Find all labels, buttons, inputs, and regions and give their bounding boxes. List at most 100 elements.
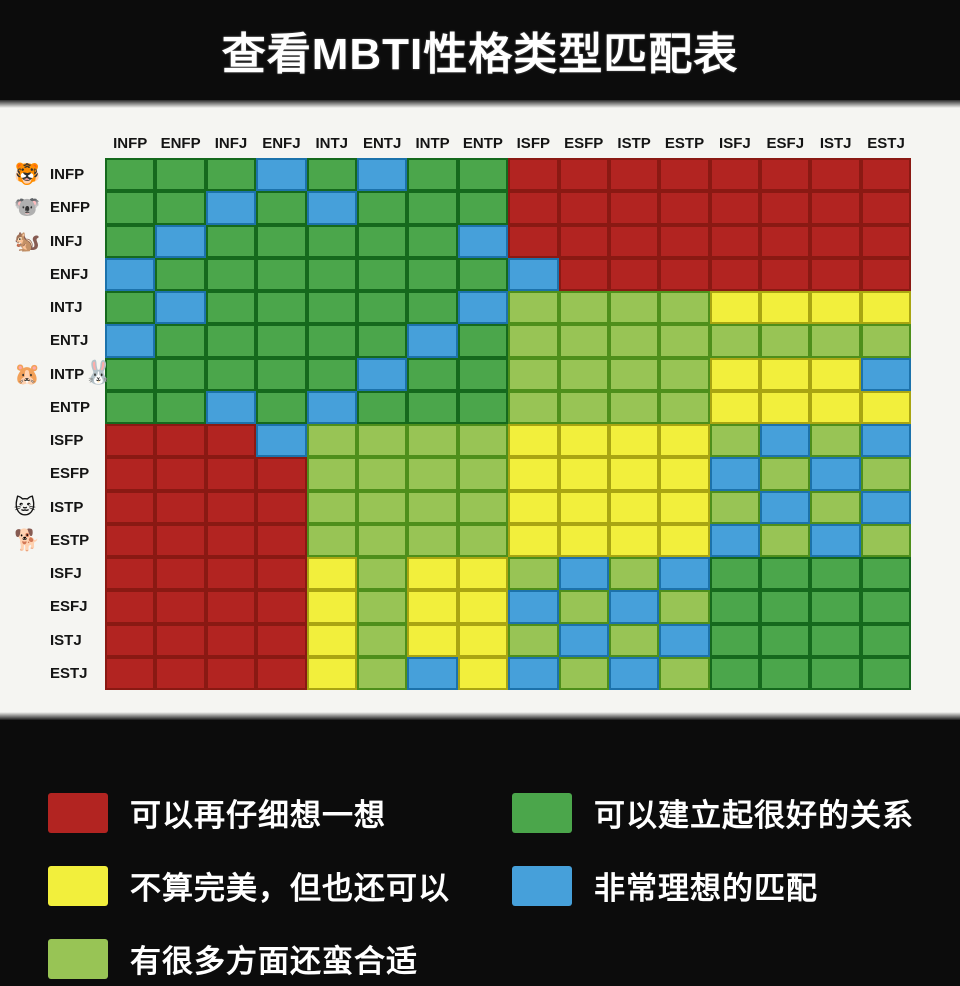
matrix-cell-INFP-INTP bbox=[407, 158, 458, 192]
matrix-cell-ENFP-INFP bbox=[105, 191, 156, 225]
matrix-cell-INTP-INTP bbox=[407, 357, 458, 391]
matrix-cell-ESTP-ISTJ bbox=[810, 523, 861, 557]
matrix-cell-ESFP-INFJ bbox=[205, 457, 257, 491]
matrix-cell-ESFP-ENTP bbox=[457, 457, 509, 491]
row-label-ENFP: 🐨 ENFP bbox=[0, 191, 105, 224]
matrix-cell-ISTP-ENFP bbox=[155, 490, 206, 524]
matrix-cell-ISFP-ENFP bbox=[155, 424, 206, 458]
matrix-cell-ISFJ-ENFJ bbox=[256, 557, 307, 591]
row-emoji-INFP: 🐯 bbox=[14, 163, 41, 187]
matrix-cell-INTJ-INFJ bbox=[205, 291, 257, 325]
row-emoji-ISTP: 🐱 bbox=[14, 495, 36, 519]
matrix-cell-ISFP-ENTJ bbox=[356, 424, 408, 458]
legend-swatch-Y bbox=[48, 865, 108, 906]
matrix-cell-ENFP-ESFJ bbox=[760, 191, 811, 225]
matrix-cell-ISFP-ESFP bbox=[558, 424, 609, 458]
matrix-cell-INTJ-ENFP bbox=[155, 291, 206, 325]
legend-item-R: 可以再仔细想一想 bbox=[48, 790, 512, 835]
matrix-cell-ISFJ-INTP bbox=[407, 557, 458, 591]
matrix-cell-ENTJ-ESTJ bbox=[860, 324, 912, 358]
matrix-cell-ESTJ-ISTJ bbox=[810, 656, 861, 690]
matrix-cell-ISFP-INFJ bbox=[205, 424, 257, 458]
matrix-cell-ENTJ-ISTP bbox=[608, 324, 660, 358]
row-label-ENFJ: ·ENFJ bbox=[0, 258, 105, 291]
matrix-cell-INTJ-INFP bbox=[105, 291, 156, 325]
matrix-cell-ESTJ-ENTP bbox=[457, 656, 509, 690]
matrix-cell-ESTJ-ESFJ bbox=[760, 656, 811, 690]
matrix-cell-ISTP-ESFJ bbox=[760, 490, 811, 524]
row-emoji-INTP: 🐹 bbox=[14, 362, 41, 386]
column-header-ISFP: ISFP bbox=[516, 135, 550, 152]
matrix-cell-INTP-ISFP bbox=[508, 357, 559, 391]
matrix-cell-ESFJ-ENFP bbox=[155, 590, 206, 624]
matrix-cell-ENFP-ESTJ bbox=[860, 191, 912, 225]
matrix-cell-INTP-ISTJ bbox=[810, 357, 861, 391]
matrix-cell-INFJ-INFP bbox=[105, 224, 156, 258]
matrix-cell-ESTJ-ISTP bbox=[608, 656, 660, 690]
matrix-cell-ESTJ-ISFP bbox=[508, 656, 559, 690]
matrix-cell-ISTP-INFP bbox=[105, 490, 156, 524]
matrix-cell-ESFJ-ISFJ bbox=[709, 590, 761, 624]
matrix-cell-ISFJ-ISFJ bbox=[709, 557, 761, 591]
matrix-cell-ESFJ-ENTJ bbox=[356, 590, 408, 624]
matrix-cell-ENFJ-INFP bbox=[105, 257, 156, 291]
row-emoji-INFJ: 🐿️ bbox=[14, 229, 41, 253]
row-label-ENTP: ·ENTP bbox=[0, 391, 105, 424]
matrix-cell-ISTJ-INFP bbox=[105, 623, 156, 657]
matrix-cell-ISFP-ESTP bbox=[659, 424, 710, 458]
legend-swatch-R bbox=[48, 792, 108, 833]
row-label-text: ISTP bbox=[50, 498, 84, 516]
matrix-cell-ISTJ-ENTJ bbox=[356, 623, 408, 657]
matrix-cell-ENFJ-ENTJ bbox=[356, 257, 408, 291]
matrix-cell-ENFJ-ENFP bbox=[155, 257, 206, 291]
matrix-cell-ENTJ-ENTP bbox=[457, 324, 509, 358]
matrix-cell-INFJ-ESTJ bbox=[860, 224, 912, 258]
column-header-ESTP: ESTP bbox=[664, 135, 705, 152]
matrix-cell-INTP-ISFJ bbox=[709, 357, 761, 391]
matrix-cell-ESTP-ENFJ bbox=[256, 523, 307, 557]
matrix-cell-ISTP-INTP bbox=[407, 490, 458, 524]
row-label-text: ISFP bbox=[50, 432, 84, 450]
matrix-cell-ENFJ-ISFP bbox=[508, 257, 559, 291]
matrix-cell-ENFJ-INTP bbox=[407, 257, 458, 291]
column-header-ENTP: ENTP bbox=[462, 135, 503, 152]
matrix-cell-ESFJ-INFP bbox=[105, 590, 156, 624]
legend-band: 可以再仔细想一想 可以建立起很好的关系 不算完美，但也还可以 非常理想的匹配 有很多方面… bbox=[0, 720, 960, 986]
row-label-ISTP: 🐱 ISTP bbox=[0, 491, 105, 524]
row-label-ISFP: ·ISFP bbox=[0, 424, 105, 457]
matrix-cell-ISFJ-ENTJ bbox=[356, 557, 408, 591]
matrix-cell-INTP-INFP bbox=[105, 357, 156, 391]
matrix-cell-INFP-ENTP bbox=[457, 158, 509, 192]
matrix-cell-INTJ-ENFJ bbox=[256, 291, 307, 325]
matrix-cell-INTP-ESFJ bbox=[760, 357, 811, 391]
matrix-cell-ESTJ-ISFJ bbox=[709, 656, 761, 690]
matrix-cell-ENFP-ENTP bbox=[457, 191, 509, 225]
row-label-text: INFP bbox=[50, 166, 85, 184]
matrix-cell-ISTJ-ESTP bbox=[659, 623, 710, 657]
column-header-ENTJ: ENTJ bbox=[362, 135, 402, 152]
legend-label-G: 可以建立起很好的关系 bbox=[594, 798, 914, 833]
matrix-cell-INTP-INFJ bbox=[205, 357, 257, 391]
matrix-cell-INFP-ISTP bbox=[608, 158, 660, 192]
matrix-cell-INFP-ESFJ bbox=[760, 158, 811, 192]
matrix-cell-INFJ-ISFP bbox=[508, 224, 559, 258]
row-emoji-ENFP: 🐨 bbox=[14, 196, 41, 220]
column-header-ESTJ: ESTJ bbox=[867, 135, 905, 152]
matrix-cell-ESTP-ESTJ bbox=[860, 523, 912, 557]
matrix-cell-ENFJ-ESTP bbox=[659, 257, 710, 291]
matrix-cell-INFP-ENFJ bbox=[256, 158, 307, 192]
matrix-cell-ISTP-ISFJ bbox=[709, 490, 761, 524]
matrix-cell-ENFP-ESTP bbox=[659, 191, 710, 225]
matrix-cell-INFJ-INTJ bbox=[306, 224, 357, 258]
matrix-cell-ISFP-ISTJ bbox=[810, 424, 861, 458]
matrix-cell-ESFP-ISTP bbox=[608, 457, 660, 491]
matrix-cell-ISTP-INTJ bbox=[306, 490, 357, 524]
matrix-cell-INTJ-ENTJ bbox=[356, 291, 408, 325]
matrix-cell-ENTP-ISFP bbox=[508, 390, 559, 424]
matrix-cell-ESFP-ESTP bbox=[659, 457, 710, 491]
matrix-cell-INFJ-ESFP bbox=[558, 224, 609, 258]
matrix-cell-ENFJ-ESFJ bbox=[760, 257, 811, 291]
legend-label-R: 可以再仔细想一想 bbox=[130, 798, 386, 833]
matrix-cell-ESFP-INTP bbox=[407, 457, 458, 491]
